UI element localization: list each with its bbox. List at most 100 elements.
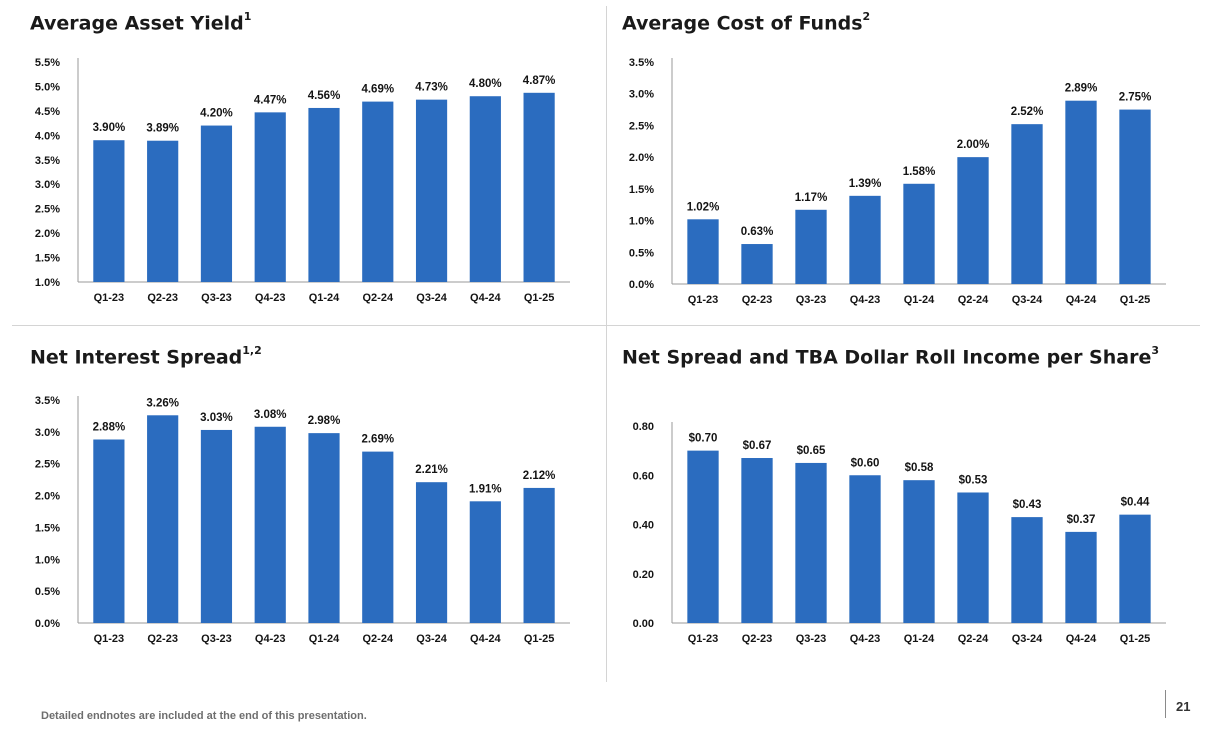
net-spread-income-chart: 0.00 0.20 0.40 0.60 0.80 $0.70 Q1-23 $0.67 Q2-23… xyxy=(633,421,1166,645)
bar xyxy=(415,482,448,623)
x-tick-label: Q2-23 xyxy=(147,633,178,645)
bar xyxy=(93,140,125,282)
x-tick-label: Q4-24 xyxy=(1066,633,1097,645)
bar xyxy=(469,96,501,282)
data-label: $0.43 xyxy=(1013,499,1042,511)
y-tick-label: 2.0% xyxy=(35,491,60,503)
page-number-divider xyxy=(1165,690,1166,718)
bar xyxy=(1011,124,1043,284)
bar xyxy=(523,487,555,623)
data-label: $0.65 xyxy=(797,445,826,457)
data-label: 1.17% xyxy=(795,192,828,204)
x-tick-label: Q1-24 xyxy=(904,294,935,306)
data-label: 4.47% xyxy=(254,94,287,106)
bar xyxy=(147,140,179,282)
y-tick-label: 1.0% xyxy=(629,216,654,228)
x-tick-label: Q1-24 xyxy=(904,633,935,645)
y-tick-label: 1.5% xyxy=(35,522,60,534)
x-tick-label: Q3-23 xyxy=(201,292,232,304)
data-label: $0.53 xyxy=(959,474,988,486)
x-tick-label: Q1-23 xyxy=(688,294,719,306)
asset-yield-chart: 1.0% 1.5% 2.0% 2.5% 3.0% 3.5% 4.0% 4.5% 5.0% 5.5%… xyxy=(35,57,570,304)
chart-title: Average Asset Yield1 xyxy=(30,10,252,35)
data-label: 4.80% xyxy=(469,78,502,90)
data-label: 2.21% xyxy=(415,464,448,476)
y-tick-label: 2.0% xyxy=(629,152,654,164)
y-tick-label: 5.0% xyxy=(35,81,60,93)
bar xyxy=(254,112,286,282)
bar xyxy=(849,475,881,623)
bar xyxy=(1011,517,1043,623)
data-label: $0.60 xyxy=(851,457,880,469)
data-label: $0.37 xyxy=(1067,514,1096,526)
x-tick-label: Q3-24 xyxy=(416,292,447,304)
bar xyxy=(200,125,233,282)
x-tick-label: Q2-24 xyxy=(958,633,989,645)
bar xyxy=(903,183,935,284)
net-interest-spread-chart: 0.0% 0.5% 1.0% 1.5% 2.0% 2.5% 3.0% 3.5% 2.88% Q1-… xyxy=(35,395,570,645)
bar xyxy=(795,462,827,623)
y-tick-label: 4.5% xyxy=(35,106,60,118)
bar xyxy=(523,92,555,282)
x-tick-label: Q4-24 xyxy=(470,292,501,304)
bar xyxy=(741,458,773,623)
data-label: 4.69% xyxy=(361,84,394,96)
data-label: 2.00% xyxy=(957,139,990,151)
data-label: 4.87% xyxy=(523,75,556,87)
y-tick-label: 0.5% xyxy=(35,586,60,598)
data-label: 0.63% xyxy=(741,226,774,238)
data-label: 4.20% xyxy=(200,108,233,120)
y-tick-label: 0.80 xyxy=(633,421,654,433)
data-label: 3.26% xyxy=(146,397,179,409)
x-tick-label: Q4-24 xyxy=(470,633,501,645)
y-tick-label: 0.00 xyxy=(633,618,654,630)
bar xyxy=(362,101,394,282)
data-label: 2.12% xyxy=(523,470,556,482)
bar xyxy=(849,195,881,284)
x-tick-label: Q1-25 xyxy=(1120,294,1151,306)
bar xyxy=(795,209,827,284)
data-label: 1.39% xyxy=(849,178,882,190)
y-tick-label: 1.5% xyxy=(35,253,60,265)
y-tick-label: 3.5% xyxy=(629,57,654,69)
bar xyxy=(1119,514,1151,623)
data-label: 2.52% xyxy=(1011,106,1044,118)
y-tick-label: 3.0% xyxy=(629,89,654,101)
y-tick-label: 1.5% xyxy=(629,184,654,196)
horizontal-divider xyxy=(12,325,1200,326)
y-tick-label: 1.0% xyxy=(35,554,60,566)
data-label: 4.56% xyxy=(308,90,341,102)
x-tick-label: Q1-25 xyxy=(1120,633,1151,645)
footnote: Detailed endnotes are included at the en… xyxy=(41,710,367,722)
x-tick-label: Q2-24 xyxy=(958,294,989,306)
y-tick-label: 1.0% xyxy=(35,277,60,289)
x-tick-label: Q4-23 xyxy=(850,294,881,306)
x-tick-label: Q1-24 xyxy=(309,292,340,304)
data-label: $0.44 xyxy=(1121,497,1150,509)
bar xyxy=(308,433,340,623)
bar xyxy=(687,450,719,623)
data-label: $0.70 xyxy=(689,433,718,445)
x-tick-label: Q3-23 xyxy=(796,633,827,645)
x-tick-label: Q4-23 xyxy=(255,292,286,304)
data-label: 3.89% xyxy=(146,123,179,135)
x-tick-label: Q1-23 xyxy=(688,633,719,645)
x-tick-label: Q2-24 xyxy=(362,292,393,304)
bar xyxy=(687,219,719,284)
data-label: 3.03% xyxy=(200,412,233,424)
bar xyxy=(957,492,989,623)
bar xyxy=(903,480,935,623)
x-tick-label: Q3-24 xyxy=(416,633,447,645)
y-tick-label: 0.60 xyxy=(633,470,654,482)
y-tick-label: 2.5% xyxy=(629,120,654,132)
bar xyxy=(254,426,286,623)
y-tick-label: 0.0% xyxy=(35,618,60,630)
x-tick-label: Q3-24 xyxy=(1012,294,1043,306)
data-label: 1.58% xyxy=(903,166,936,178)
data-label: 2.69% xyxy=(361,434,394,446)
bar xyxy=(469,501,501,623)
data-label: 4.73% xyxy=(415,82,448,94)
vertical-divider xyxy=(606,6,607,682)
x-tick-label: Q4-23 xyxy=(255,633,286,645)
bar xyxy=(147,415,179,623)
